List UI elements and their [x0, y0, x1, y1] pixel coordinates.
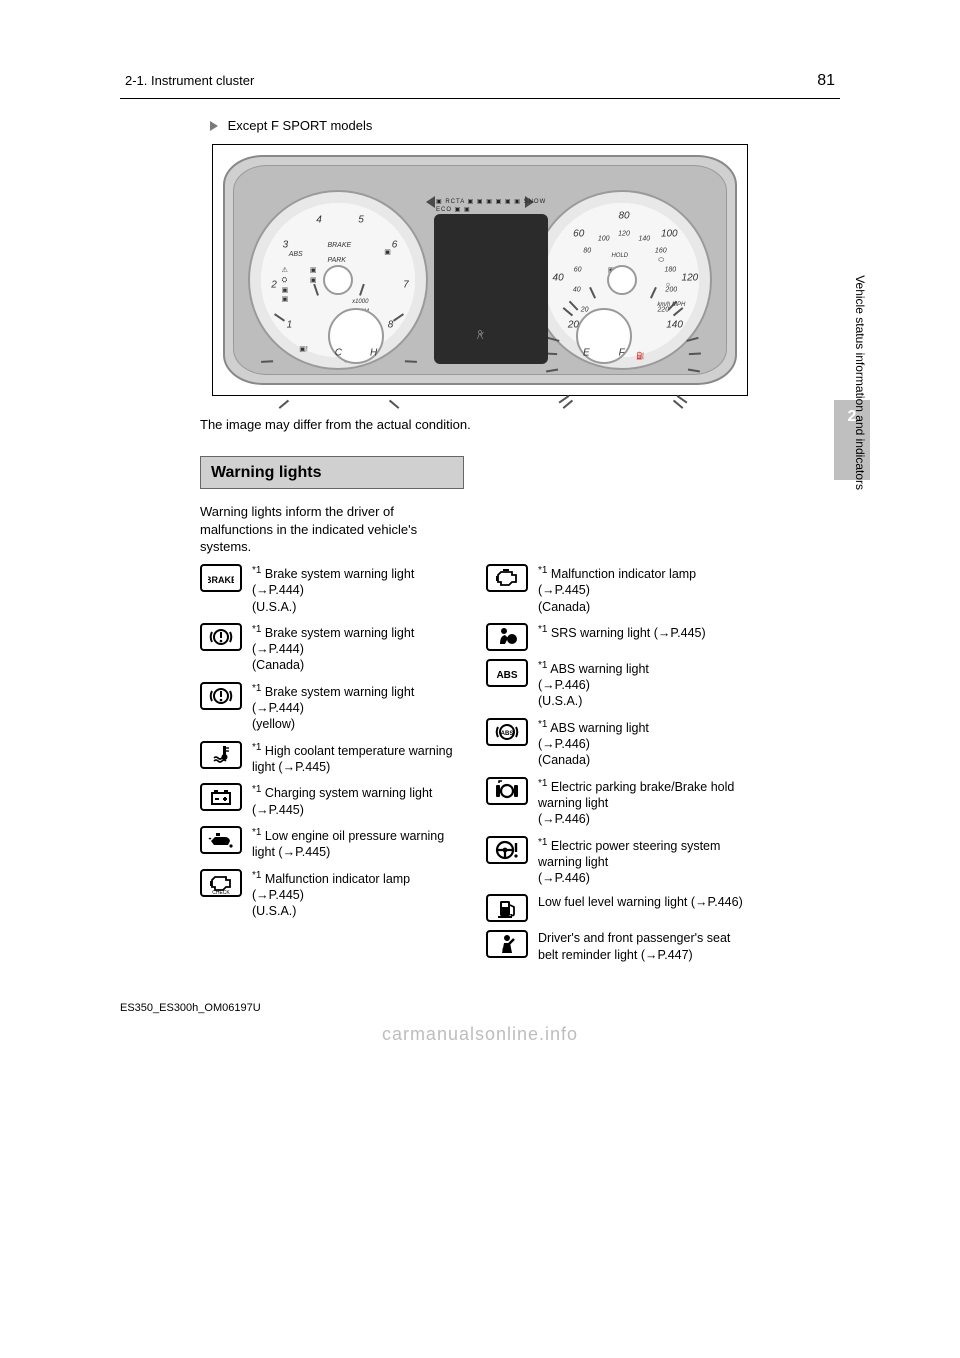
seatbelt-icon: [486, 930, 528, 958]
steering-icon: [486, 836, 528, 864]
speed-hold: HOLD: [611, 252, 628, 260]
variant-label: Except F SPORT models: [210, 117, 960, 135]
warning-item: *1 Charging system warning light (→P.445…: [200, 783, 466, 818]
warning-label: *1 Malfunction indicator lamp(→P.445)(Ca…: [538, 564, 752, 615]
battery-icon: [200, 783, 242, 811]
tach-unit-top: x1000: [352, 298, 368, 306]
warning-label: *1 Electric parking brake/Brake hold war…: [538, 777, 752, 828]
temp-h: H: [370, 346, 377, 360]
warning-item: *1 Brake system warning light(→P.444)(ye…: [200, 682, 466, 733]
warning-label: *1 Malfunction indicator lamp(→P.445)(U.…: [252, 869, 466, 920]
section-path: 2-1. Instrument cluster: [125, 72, 254, 90]
seat-icon: [474, 328, 486, 340]
warning-label: *1 Charging system warning light (→P.445…: [252, 783, 466, 818]
warning-label: *1 Brake system warning light(→P.444)(U.…: [252, 564, 466, 615]
circle-excl-icon: [200, 623, 242, 651]
side-tab-label: Vehicle status information and indicator…: [852, 275, 868, 490]
abs-circle-icon: [486, 718, 528, 746]
tach-brake-text: BRAKE: [327, 241, 351, 250]
warning-columns: *1 Brake system warning light(→P.444)(U.…: [200, 564, 835, 971]
warning-item: *1 ABS warning light(→P.446)(U.S.A.): [486, 659, 752, 710]
fuel-e: E: [583, 346, 590, 360]
warning-label: *1 Brake system warning light(→P.444)(Ca…: [252, 623, 466, 674]
page-number: 81: [817, 70, 835, 92]
circle-excl-icon: [200, 682, 242, 710]
warning-label: *1 Low engine oil pressure warning light…: [252, 826, 466, 861]
triangle-icon: [210, 121, 218, 131]
page-header: 2-1. Instrument cluster 81: [0, 70, 960, 98]
warning-item: *1 Malfunction indicator lamp(→P.445)(U.…: [200, 869, 466, 920]
oil-icon: [200, 826, 242, 854]
turn-left-icon: [426, 196, 435, 208]
tach-abs-text: ABS: [289, 250, 303, 259]
multi-info-display: [434, 214, 548, 364]
fuel-f: F: [619, 346, 625, 360]
warning-item: *1 Brake system warning light(→P.444)(Ca…: [200, 623, 466, 674]
cluster-caption: The image may differ from the actual con…: [200, 416, 835, 434]
warning-label: *1 Brake system warning light(→P.444)(ye…: [252, 682, 466, 733]
warning-label: *1 ABS warning light(→P.446)(U.S.A.): [538, 659, 752, 710]
fuel-icon: [486, 894, 528, 922]
header-rule: [120, 98, 840, 99]
speedometer: 2040608010012014016018020022020406080100…: [532, 190, 712, 370]
warning-item: *1 SRS warning light (→P.445): [486, 623, 752, 651]
warning-item: *1 Electric power steering system warnin…: [486, 836, 752, 887]
indicator-strip: ▣ RCTA ▣ ▣ ▣ ▣ ▣ ▣ SNOW ECO ▣ ▣: [436, 198, 548, 212]
fuel-gauge: E F: [576, 308, 632, 364]
warning-item: *1 Malfunction indicator lamp(→P.445)(Ca…: [486, 564, 752, 615]
warning-label: Low fuel level warning light (→P.446): [538, 894, 752, 910]
cluster-frame: ▣ RCTA ▣ ▣ ▣ ▣ ▣ ▣ SNOW ECO ▣ ▣ 12345678…: [212, 144, 748, 396]
temp-gauge: C H: [328, 308, 384, 364]
speed-hub: [607, 265, 637, 295]
warning-lights-intro: Warning lights inform the driver of malf…: [200, 503, 464, 556]
warning-item: Low fuel level warning light (→P.446): [486, 894, 752, 922]
speed-unit: km/h MPH: [657, 301, 685, 309]
brake-text-icon: [200, 564, 242, 592]
warning-item: *1 Low engine oil pressure warning light…: [200, 826, 466, 861]
warning-item: *1 Brake system warning light(→P.444)(U.…: [200, 564, 466, 615]
warning-lights-title: Warning lights: [200, 456, 464, 490]
tach-hub: [323, 265, 353, 295]
cluster-inner: ▣ RCTA ▣ ▣ ▣ ▣ ▣ ▣ SNOW ECO ▣ ▣ 12345678…: [233, 165, 727, 375]
warning-label: *1 SRS warning light (→P.445): [538, 623, 752, 641]
warning-item: *1 Electric parking brake/Brake hold war…: [486, 777, 752, 828]
warning-label: *1 ABS warning light(→P.446)(Canada): [538, 718, 752, 769]
warning-item: *1 ABS warning light(→P.446)(Canada): [486, 718, 752, 769]
tach-park-text: PARK: [327, 256, 346, 265]
warning-col-left: *1 Brake system warning light(→P.444)(U.…: [200, 564, 466, 971]
warning-label: *1 High coolant temperature warning ligh…: [252, 741, 466, 776]
warning-item: *1 High coolant temperature warning ligh…: [200, 741, 466, 776]
page: 2-1. Instrument cluster 81 2 Vehicle sta…: [0, 0, 960, 1056]
file-id: ES350_ES300h_OM06197U: [120, 1001, 960, 1016]
engine-check-icon: [200, 869, 242, 897]
watermark: carmanualsonline.info: [0, 1022, 960, 1046]
temp-c: C: [335, 346, 342, 360]
brake-pads-icon: [486, 777, 528, 805]
tachometer: 12345678 x1000 RPM BRAKE ABS PARK ⚠⛭▣▣ ▣…: [248, 190, 428, 370]
warning-label: Driver's and front passenger's seat belt…: [538, 930, 752, 963]
warning-item: Driver's and front passenger's seat belt…: [486, 930, 752, 963]
engine-icon: [486, 564, 528, 592]
variant-text: Except F SPORT models: [228, 118, 373, 133]
warning-label: *1 Electric power steering system warnin…: [538, 836, 752, 887]
airbag-icon: [486, 623, 528, 651]
temp-icon: [200, 741, 242, 769]
instrument-cluster: ▣ RCTA ▣ ▣ ▣ ▣ ▣ ▣ SNOW ECO ▣ ▣ 12345678…: [223, 155, 737, 385]
abs-text-icon: [486, 659, 528, 687]
warning-col-right: *1 Malfunction indicator lamp(→P.445)(Ca…: [486, 564, 752, 971]
